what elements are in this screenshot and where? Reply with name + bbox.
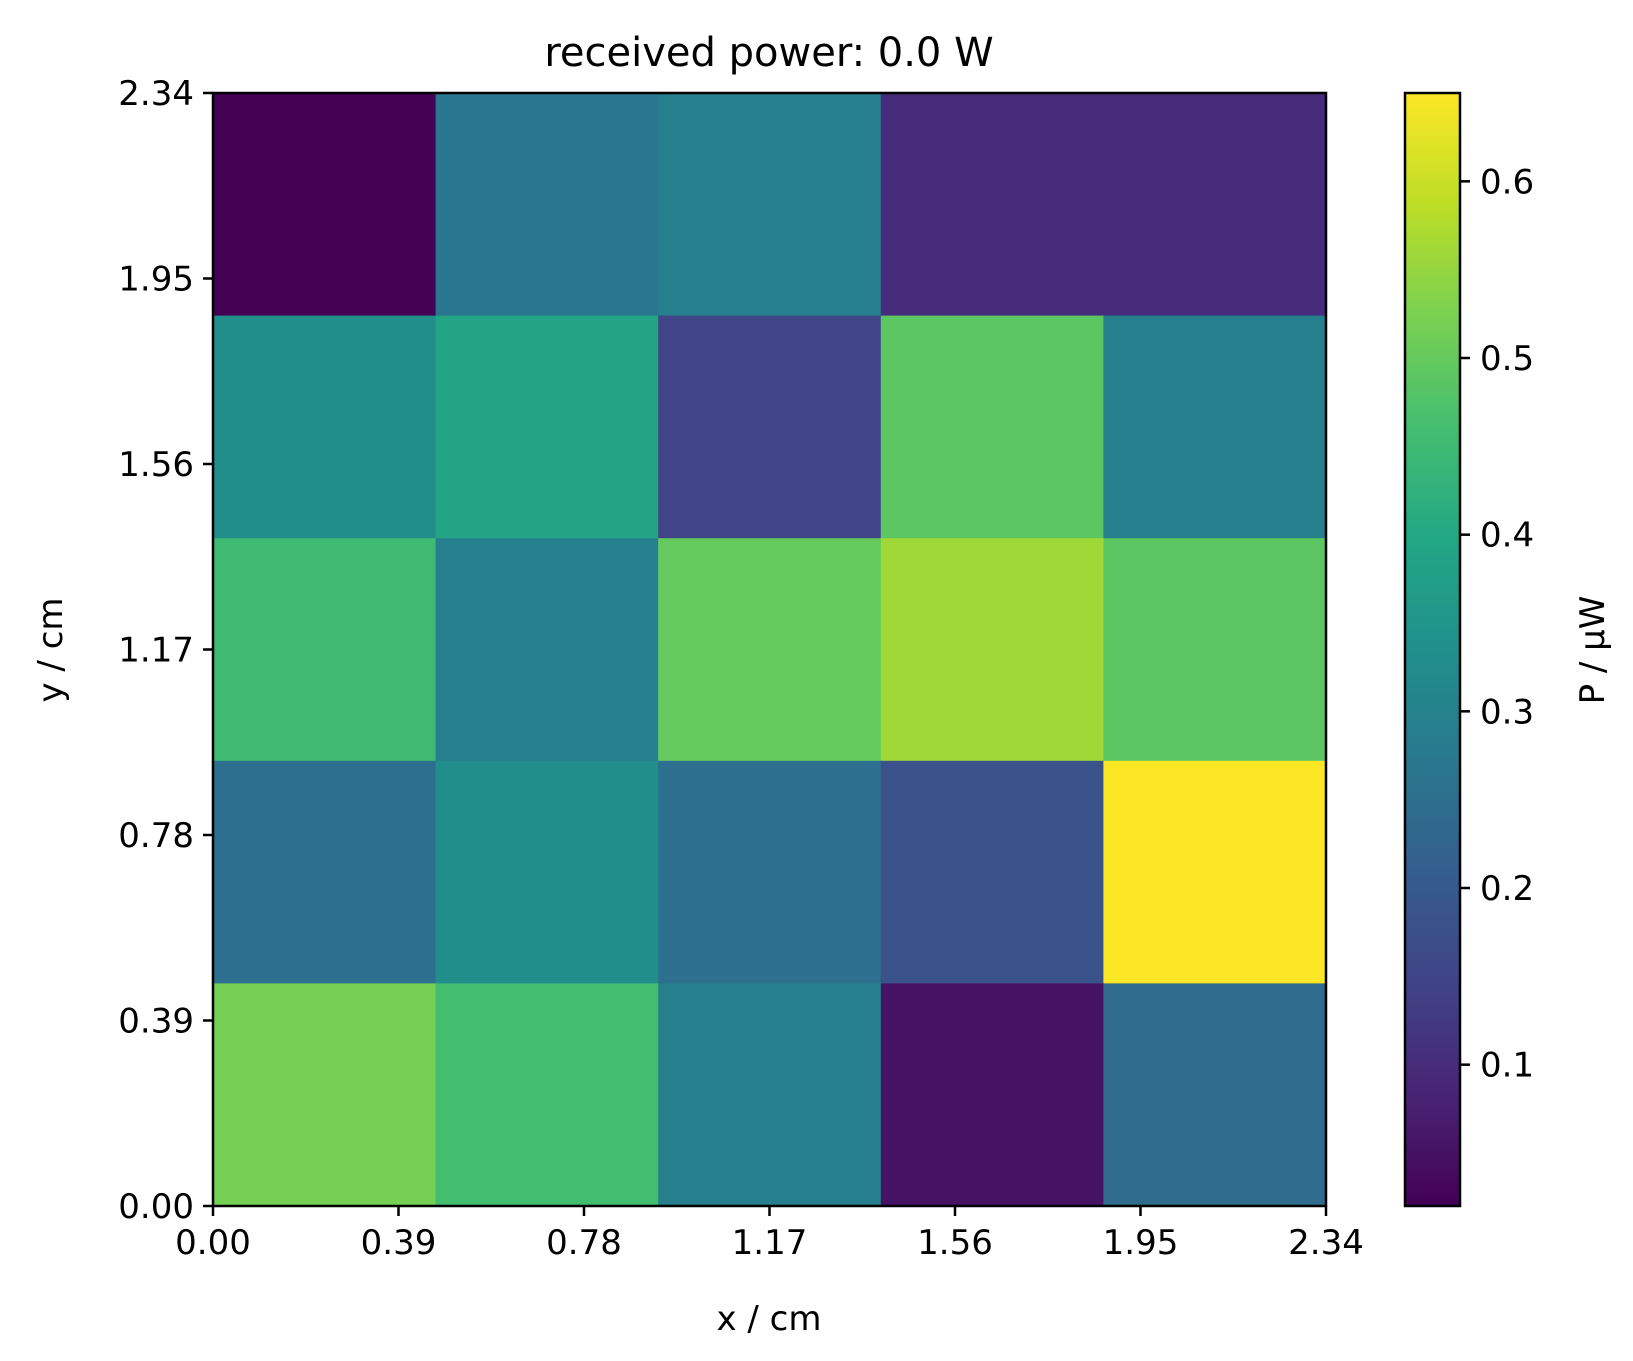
heatmap-cell <box>880 538 1104 762</box>
colorbar-tick-label: 0.4 <box>1480 516 1534 556</box>
heatmap-cell <box>435 760 659 984</box>
heatmap-cell <box>880 93 1104 317</box>
colorbar-label: P / μW <box>1573 596 1613 705</box>
heatmap-cell <box>658 93 882 317</box>
heatmap-cell <box>1103 538 1327 762</box>
colorbar-tick-label: 0.1 <box>1480 1046 1534 1086</box>
heatmap-cell <box>213 538 437 762</box>
x-tick-label: 2.34 <box>1288 1223 1364 1263</box>
y-tick-label: 1.95 <box>118 260 194 300</box>
colorbar-tick-label: 0.6 <box>1480 162 1534 202</box>
chart-title: received power: 0.0 W <box>544 30 993 76</box>
heatmap-cell <box>880 760 1104 984</box>
x-tick-label: 0.00 <box>175 1223 251 1263</box>
heatmap-cell <box>213 315 437 539</box>
y-tick-label: 1.17 <box>118 631 194 671</box>
y-tick-label: 0.78 <box>118 816 194 856</box>
x-axis-label: x / cm <box>716 1299 821 1339</box>
heatmap-cell <box>658 538 882 762</box>
heatmap-cell <box>658 760 882 984</box>
x-tick-label: 1.95 <box>1103 1223 1179 1263</box>
heatmap-cell <box>1103 315 1327 539</box>
colorbar-tick-label: 0.2 <box>1480 869 1534 909</box>
x-tick-label: 1.56 <box>917 1223 993 1263</box>
y-tick-label: 1.56 <box>118 445 194 485</box>
heatmap-cell <box>880 983 1104 1207</box>
heatmap-cell <box>435 538 659 762</box>
y-tick-label: 0.00 <box>118 1187 194 1227</box>
heatmap-cell <box>1103 93 1327 317</box>
colorbar-tick-label: 0.3 <box>1480 692 1534 732</box>
colorbar-tick-label: 0.5 <box>1480 339 1534 379</box>
colorbar-frame <box>1403 91 1462 1208</box>
y-axis-ticks: 0.00 0.39 0.78 1.17 1.56 1.95 2.34 <box>118 74 213 1227</box>
y-axis-label: y / cm <box>31 597 71 702</box>
heatmap-cell <box>880 315 1104 539</box>
colorbar-ticks: 0.1 0.2 0.3 0.4 0.5 0.6 <box>1460 162 1534 1086</box>
y-tick-label: 2.34 <box>118 74 194 114</box>
heatmap-cells <box>213 93 1327 1207</box>
heatmap-cell <box>213 760 437 984</box>
heatmap-cell <box>435 315 659 539</box>
heatmap-cell <box>213 93 437 317</box>
heatmap-cell <box>1103 983 1327 1207</box>
colorbar <box>1405 93 1460 1206</box>
x-axis-ticks: 0.00 0.39 0.78 1.17 1.56 1.95 2.34 <box>175 1206 1364 1263</box>
x-tick-label: 0.78 <box>546 1223 622 1263</box>
heatmap-cell <box>658 315 882 539</box>
heatmap-cell <box>1103 760 1327 984</box>
heatmap-cell <box>658 983 882 1207</box>
heatmap-cell <box>435 93 659 317</box>
heatmap-cell <box>435 983 659 1207</box>
x-tick-label: 1.17 <box>732 1223 808 1263</box>
x-tick-label: 0.39 <box>361 1223 437 1263</box>
y-tick-label: 0.39 <box>118 1002 194 1042</box>
heatmap-cell <box>213 983 437 1207</box>
